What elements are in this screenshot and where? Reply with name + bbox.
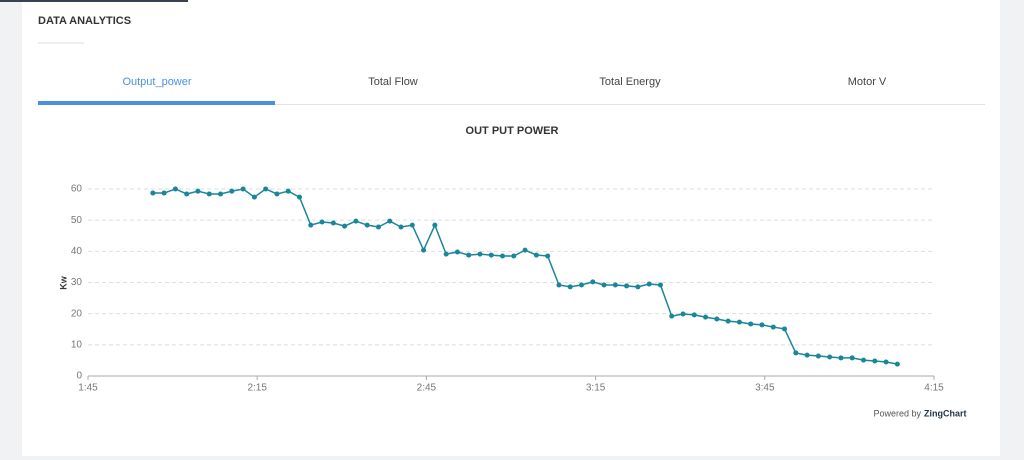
data-point: [849, 355, 855, 361]
chart-title: OUT PUT POWER: [466, 125, 559, 137]
data-point: [319, 219, 325, 225]
y-tick-label: 40: [71, 246, 83, 257]
data-point: [646, 281, 652, 287]
data-point: [218, 191, 224, 197]
data-point: [161, 190, 167, 196]
data-point: [601, 282, 607, 288]
data-point: [184, 191, 190, 197]
data-point: [612, 282, 618, 288]
tab[interactable]: Output_power: [122, 76, 191, 88]
y-tick-label: 20: [71, 308, 83, 319]
data-point: [657, 282, 663, 288]
tab[interactable]: Total Flow: [368, 76, 418, 88]
data-point: [150, 190, 156, 196]
data-point: [680, 311, 686, 317]
data-point: [827, 354, 833, 360]
tab[interactable]: Motor V: [848, 76, 887, 88]
data-point: [387, 218, 393, 224]
y-tick-label: 0: [76, 371, 82, 382]
data-point: [703, 314, 709, 320]
data-point: [274, 191, 280, 197]
data-point: [556, 282, 562, 288]
data-point: [330, 220, 336, 226]
data-line: [152, 188, 898, 365]
x-tick-label: 2:45: [417, 383, 437, 394]
data-point: [579, 282, 584, 288]
data-point: [872, 358, 878, 364]
y-tick-label: 50: [71, 215, 83, 226]
data-point: [409, 222, 415, 228]
data-point: [522, 247, 528, 253]
data-point: [454, 249, 460, 255]
data-point: [669, 313, 675, 319]
data-point: [195, 188, 201, 194]
data-point: [545, 253, 551, 259]
data-point: [285, 188, 291, 194]
data-point: [398, 224, 404, 230]
x-tick-label: 3:45: [755, 383, 775, 394]
data-point: [229, 188, 235, 194]
data-point: [815, 353, 821, 359]
data-point: [308, 222, 314, 228]
data-point: [488, 252, 494, 258]
data-point: [342, 223, 348, 229]
data-point: [263, 186, 269, 192]
data-point: [375, 224, 381, 230]
x-tick-label: 4:15: [924, 383, 944, 394]
data-point: [883, 359, 889, 365]
data-point: [206, 191, 212, 197]
data-point: [861, 357, 866, 363]
data-point: [353, 218, 359, 224]
x-tick-label: 2:15: [247, 383, 267, 394]
data-point: [838, 355, 844, 361]
data-point: [466, 252, 472, 258]
data-point: [804, 352, 810, 358]
card: [22, 0, 1000, 456]
data-point: [635, 284, 641, 290]
data-point: [736, 319, 742, 325]
data-point: [477, 251, 483, 257]
y-tick-label: 30: [71, 277, 83, 288]
tab[interactable]: Total Energy: [599, 76, 661, 88]
powered-by: Powered by: [873, 408, 921, 418]
page-title: DATA ANALYTICS: [38, 15, 131, 27]
data-point: [567, 284, 573, 290]
data-point: [624, 283, 630, 289]
data-point: [443, 251, 449, 257]
data-point: [691, 312, 697, 318]
data-point: [364, 222, 370, 228]
data-point: [782, 326, 788, 332]
data-point: [590, 279, 596, 285]
data-point: [511, 253, 517, 259]
data-point: [297, 194, 302, 200]
data-point: [421, 247, 427, 253]
active-tab-indicator: [38, 101, 275, 105]
data-point: [793, 350, 799, 356]
brand[interactable]: ZingChart: [924, 408, 967, 418]
data-point: [894, 361, 900, 367]
data-point: [533, 252, 539, 258]
y-tick-label: 60: [71, 184, 83, 195]
data-point: [725, 318, 731, 324]
x-tick-label: 1:45: [78, 383, 98, 394]
data-point: [500, 253, 506, 259]
y-axis-label: Kw: [58, 275, 68, 289]
data-point: [432, 222, 438, 228]
data-point: [759, 322, 765, 328]
y-tick-label: 10: [71, 339, 83, 350]
data-point: [748, 321, 754, 327]
data-point: [172, 186, 178, 192]
data-point: [714, 316, 720, 322]
data-point: [251, 194, 257, 200]
data-point: [770, 324, 776, 330]
data-point: [240, 186, 246, 192]
top-bar: [0, 0, 188, 2]
x-tick-label: 3:15: [586, 383, 606, 394]
